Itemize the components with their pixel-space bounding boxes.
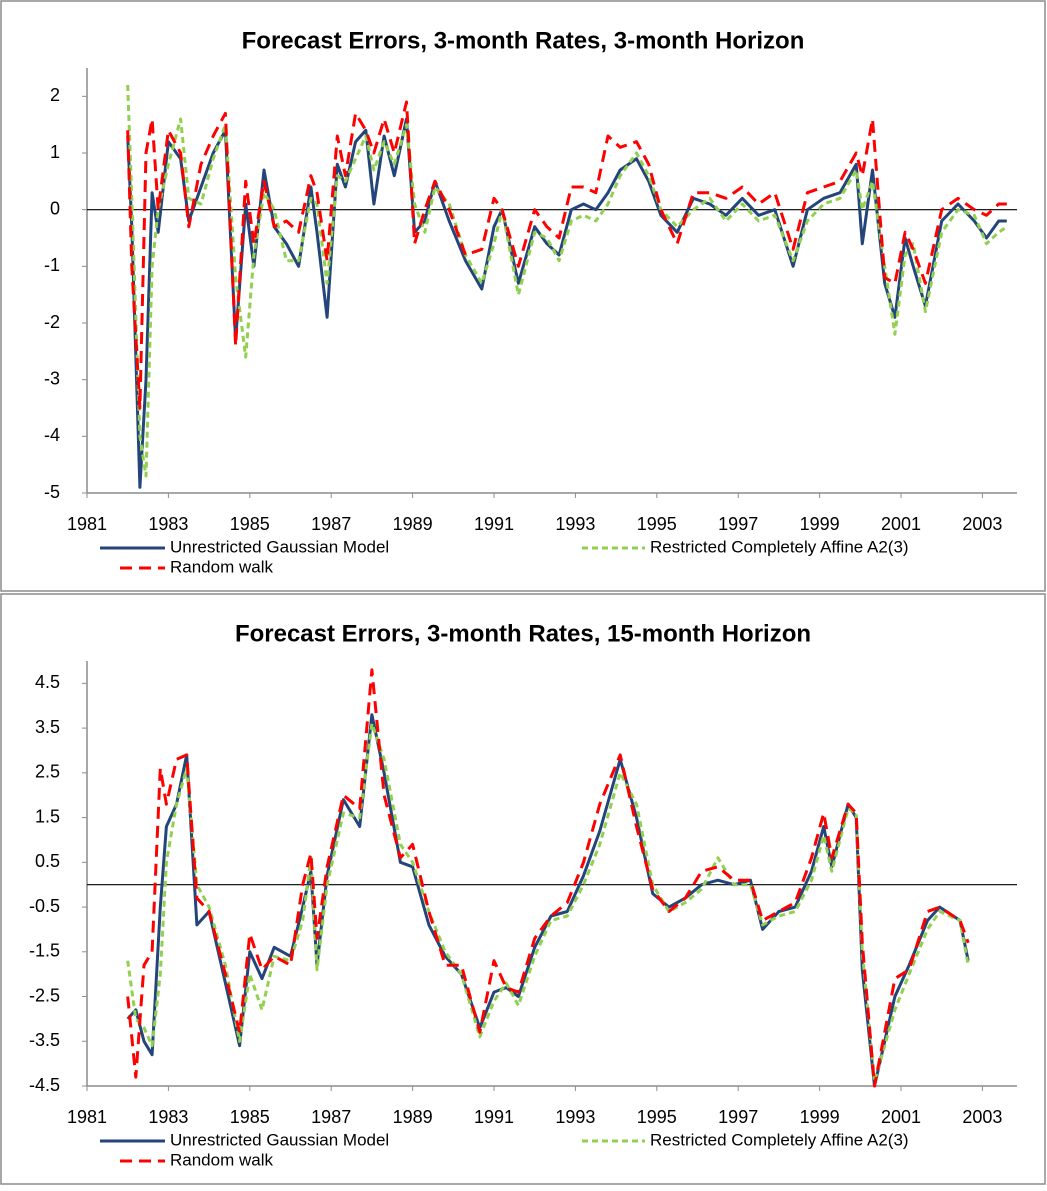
y-tick-label: 0 (50, 198, 60, 218)
x-tick-label: 1983 (148, 514, 188, 534)
chart-panel: Forecast Errors, 3-month Rates, 15-month… (0, 593, 1046, 1185)
x-tick-label: 1985 (230, 1107, 270, 1127)
x-tick-label: 1991 (474, 514, 514, 534)
y-tick-label: -4.5 (29, 1075, 60, 1095)
y-tick-label: 2.5 (35, 762, 60, 782)
x-tick-label: 1999 (800, 1107, 840, 1127)
x-tick-label: 1997 (718, 514, 758, 534)
panel-frame (0, 593, 1046, 1185)
y-tick-label: -2.5 (29, 985, 60, 1005)
x-tick-label: 2003 (962, 1107, 1002, 1127)
y-tick-label: 0.5 (35, 851, 60, 871)
x-tick-label: 1993 (555, 1107, 595, 1127)
y-tick-label: -3 (44, 368, 60, 388)
x-tick-label: 1983 (148, 1107, 188, 1127)
legend-label: Random walk (170, 1150, 273, 1169)
series-line (126, 713, 970, 1088)
y-tick-label: 1.5 (35, 806, 60, 826)
series-line (126, 668, 970, 1088)
y-tick-label: -5 (44, 482, 60, 502)
y-tick-label: -0.5 (29, 896, 60, 916)
y-tick-label: -2 (44, 312, 60, 332)
series-line (126, 100, 1007, 410)
legend-label: Unrestricted Gaussian Model (170, 1130, 389, 1149)
y-tick-label: 4.5 (35, 672, 60, 692)
panel-frame (0, 0, 1046, 592)
y-tick-label: -1 (44, 255, 60, 275)
x-tick-label: 2001 (881, 514, 921, 534)
x-tick-label: 1985 (230, 514, 270, 534)
x-tick-label: 1989 (393, 514, 433, 534)
chart-title: Forecast Errors, 3-month Rates, 15-month… (235, 620, 811, 647)
series-line (126, 117, 1007, 489)
y-tick-label: -1.5 (29, 941, 60, 961)
chart-title: Forecast Errors, 3-month Rates, 3-month … (242, 27, 805, 54)
x-tick-label: 1987 (311, 514, 351, 534)
x-tick-label: 1981 (67, 514, 107, 534)
y-tick-label: -3.5 (29, 1030, 60, 1050)
chart-panel: Forecast Errors, 3-month Rates, 3-month … (0, 0, 1046, 592)
y-tick-label: -4 (44, 425, 60, 445)
x-tick-label: 1987 (311, 1107, 351, 1127)
x-tick-label: 2001 (881, 1107, 921, 1127)
legend-label: Unrestricted Gaussian Model (170, 537, 389, 556)
x-tick-label: 1995 (637, 514, 677, 534)
legend-label: Restricted Completely Affine A2(3) (650, 537, 909, 556)
x-tick-label: 2003 (962, 514, 1002, 534)
y-tick-label: 2 (50, 85, 60, 105)
y-tick-label: 3.5 (35, 717, 60, 737)
x-tick-label: 1981 (67, 1107, 107, 1127)
legend-label: Restricted Completely Affine A2(3) (650, 1130, 909, 1149)
x-tick-label: 1997 (718, 1107, 758, 1127)
x-tick-label: 1989 (393, 1107, 433, 1127)
x-tick-label: 1993 (555, 514, 595, 534)
series-line (126, 722, 970, 1083)
legend-label: Random walk (170, 557, 273, 576)
x-tick-label: 1999 (800, 514, 840, 534)
y-tick-label: 1 (50, 142, 60, 162)
x-tick-label: 1995 (637, 1107, 677, 1127)
x-tick-label: 1991 (474, 1107, 514, 1127)
